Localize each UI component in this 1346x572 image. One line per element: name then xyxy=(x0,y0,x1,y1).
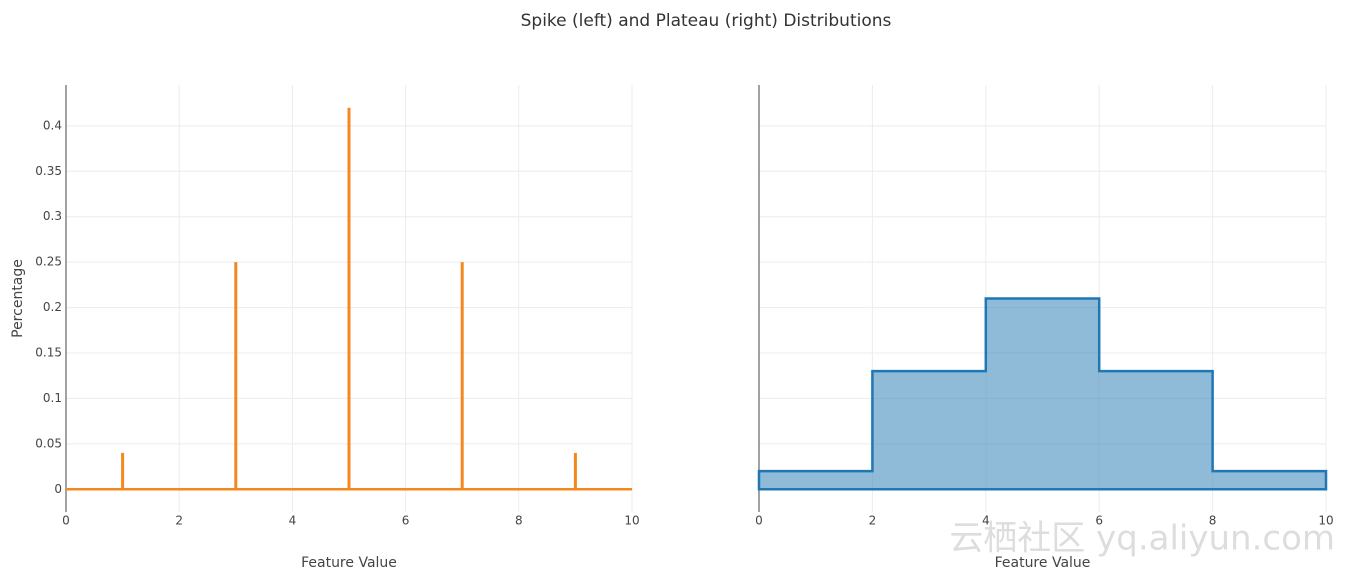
x-tick-label: 8 xyxy=(515,514,523,528)
y-axis-label: Percentage xyxy=(10,259,26,338)
histogram-bar xyxy=(872,371,986,490)
y-tick-label: 0.4 xyxy=(43,118,62,132)
x-tick-label: 10 xyxy=(624,514,639,528)
y-tick-label: 0.35 xyxy=(35,164,62,178)
histogram-bar xyxy=(985,298,1100,490)
x-tick-label: 6 xyxy=(402,514,410,528)
x-tick-label: 8 xyxy=(1209,514,1217,528)
histogram-bar xyxy=(759,471,873,490)
watermark: 云栖社区 yq.aliyun.com xyxy=(949,519,1335,559)
x-tick-label: 4 xyxy=(289,514,297,528)
histogram-bar xyxy=(1212,471,1326,490)
chart-title: Spike (left) and Plateau (right) Distrib… xyxy=(521,11,892,31)
y-tick-label: 0.3 xyxy=(43,209,62,223)
x-axis-label: Feature Value xyxy=(301,555,397,571)
x-tick-label: 0 xyxy=(62,514,70,528)
y-tick-label: 0.25 xyxy=(35,255,62,269)
x-tick-label: 0 xyxy=(755,514,763,528)
x-axis-label: Feature Value xyxy=(995,555,1091,571)
y-tick-label: 0.15 xyxy=(35,346,62,360)
histogram-bar xyxy=(1099,371,1213,490)
x-tick-label: 2 xyxy=(869,514,877,528)
y-tick-label: 0.1 xyxy=(43,391,62,405)
y-tick-label: 0 xyxy=(54,482,62,496)
x-tick-label: 10 xyxy=(1318,514,1333,528)
histogram-outline xyxy=(757,297,1328,491)
y-tick-label: 0.2 xyxy=(43,300,62,314)
y-tick-label: 0.05 xyxy=(35,436,62,450)
x-tick-label: 4 xyxy=(982,514,990,528)
x-tick-label: 6 xyxy=(1095,514,1103,528)
x-tick-label: 2 xyxy=(175,514,183,528)
